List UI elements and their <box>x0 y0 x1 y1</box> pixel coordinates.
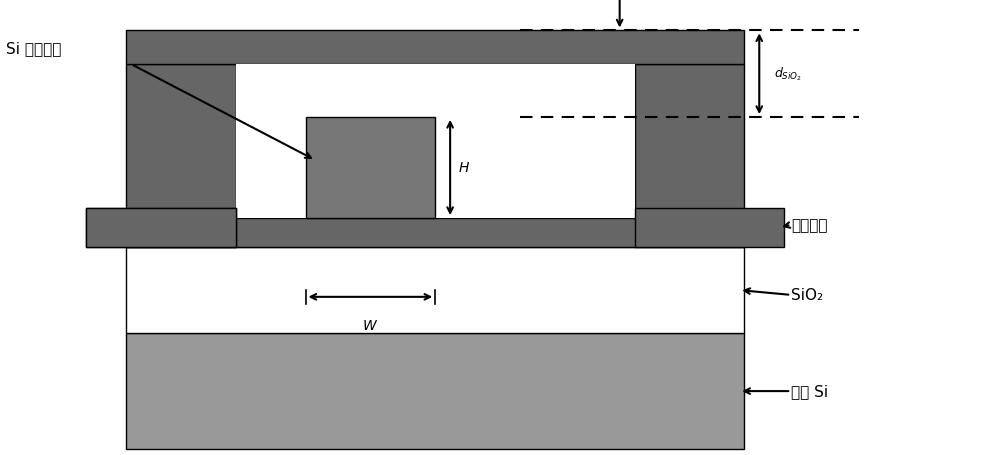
Text: $H$: $H$ <box>458 161 471 175</box>
Bar <box>635 209 785 247</box>
Bar <box>126 334 745 449</box>
Bar <box>126 218 745 247</box>
Bar <box>86 209 235 247</box>
Text: 衬底 Si: 衬底 Si <box>792 384 829 399</box>
Text: $d_{SiO_2}$: $d_{SiO_2}$ <box>775 66 803 83</box>
Bar <box>126 247 745 334</box>
Bar <box>635 65 745 218</box>
Text: Si 波导芯区: Si 波导芯区 <box>6 41 62 56</box>
Bar <box>126 31 745 65</box>
Text: $W$: $W$ <box>362 318 379 332</box>
Bar <box>305 118 435 218</box>
Bar <box>86 209 235 247</box>
Text: 金属电极: 金属电极 <box>792 218 828 233</box>
Text: SiO₂: SiO₂ <box>792 288 824 303</box>
Bar <box>235 65 635 218</box>
Bar <box>126 65 235 218</box>
